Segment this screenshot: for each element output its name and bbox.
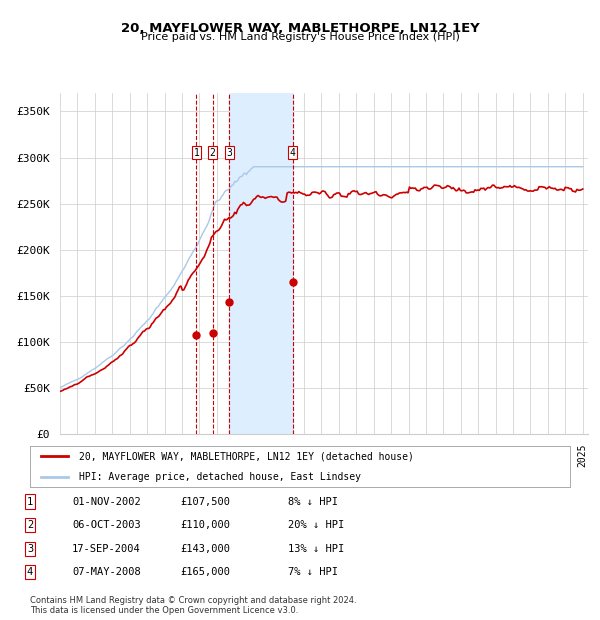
Text: 20% ↓ HPI: 20% ↓ HPI: [288, 520, 344, 530]
Text: 7% ↓ HPI: 7% ↓ HPI: [288, 567, 338, 577]
Text: 1: 1: [27, 497, 33, 507]
Text: 13% ↓ HPI: 13% ↓ HPI: [288, 544, 344, 554]
Text: £143,000: £143,000: [180, 544, 230, 554]
Bar: [229, 93, 293, 434]
Text: £110,000: £110,000: [180, 520, 230, 530]
Text: Contains HM Land Registry data © Crown copyright and database right 2024.
This d: Contains HM Land Registry data © Crown c…: [30, 596, 356, 615]
Text: 20, MAYFLOWER WAY, MABLETHORPE, LN12 1EY: 20, MAYFLOWER WAY, MABLETHORPE, LN12 1EY: [121, 22, 479, 35]
Text: 01-NOV-2002: 01-NOV-2002: [72, 497, 141, 507]
Text: HPI: Average price, detached house, East Lindsey: HPI: Average price, detached house, East…: [79, 472, 361, 482]
Text: 3: 3: [226, 148, 232, 158]
Text: Price paid vs. HM Land Registry's House Price Index (HPI): Price paid vs. HM Land Registry's House …: [140, 32, 460, 42]
Text: 3: 3: [27, 544, 33, 554]
Text: 4: 4: [27, 567, 33, 577]
Text: 8% ↓ HPI: 8% ↓ HPI: [288, 497, 338, 507]
Text: 2: 2: [27, 520, 33, 530]
Text: 2: 2: [210, 148, 215, 158]
Text: 17-SEP-2004: 17-SEP-2004: [72, 544, 141, 554]
Text: 06-OCT-2003: 06-OCT-2003: [72, 520, 141, 530]
Text: 4: 4: [290, 148, 296, 158]
Text: 20, MAYFLOWER WAY, MABLETHORPE, LN12 1EY (detached house): 20, MAYFLOWER WAY, MABLETHORPE, LN12 1EY…: [79, 451, 413, 461]
Text: £165,000: £165,000: [180, 567, 230, 577]
Text: 07-MAY-2008: 07-MAY-2008: [72, 567, 141, 577]
Text: 1: 1: [194, 148, 199, 158]
Text: £107,500: £107,500: [180, 497, 230, 507]
